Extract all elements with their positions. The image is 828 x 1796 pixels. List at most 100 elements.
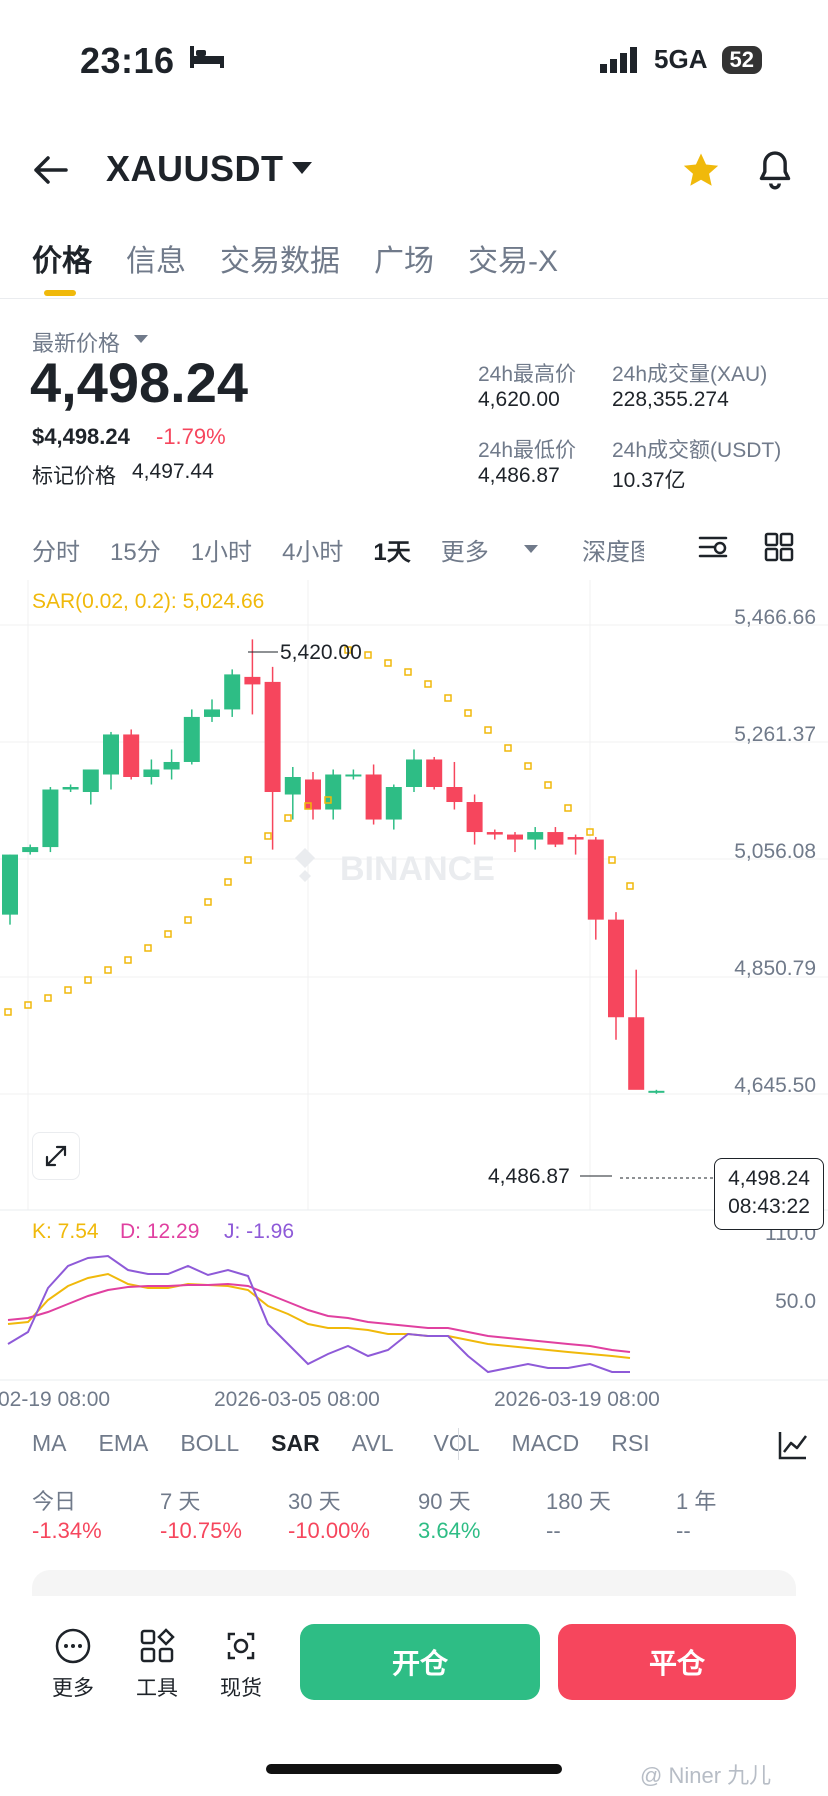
volume-24h-label: 24h成交量(XAU): [612, 363, 768, 386]
candles: [2, 639, 665, 1094]
perf-label: 今日: [32, 1489, 77, 1514]
x-tick-label: 02-19 08:00: [0, 1388, 110, 1410]
indicator-ma[interactable]: MA: [32, 1430, 67, 1456]
y-tick-label: 4,850.79: [734, 957, 816, 980]
tab-square[interactable]: 广场: [374, 245, 434, 278]
candle: [486, 829, 503, 840]
candle: [325, 769, 342, 820]
battery-indicator: 52: [721, 45, 762, 74]
indicator-rsi[interactable]: RSI: [611, 1430, 650, 1456]
sar-dot: [24, 1001, 32, 1009]
pair-dropdown-icon[interactable]: [292, 162, 312, 174]
high-marker: 5,420.00: [280, 641, 362, 664]
mark-price-value: 4,497.44: [132, 460, 214, 483]
current-price-tag: 4,498.24 08:43:22: [714, 1158, 824, 1230]
sar-dot: [586, 828, 594, 836]
perf-label: 180 天: [546, 1489, 611, 1514]
indicator-boll[interactable]: BOLL: [180, 1430, 240, 1456]
low-24h-value: 4,486.87: [478, 464, 560, 487]
candle: [2, 854, 18, 925]
sar-dot: [104, 966, 112, 974]
candle: [547, 827, 564, 848]
candle: [466, 794, 483, 845]
indicator-vol[interactable]: VOL: [433, 1430, 480, 1456]
candle: [123, 729, 140, 780]
active-tab-indicator: [44, 290, 76, 296]
perf-value: --: [546, 1518, 561, 1543]
interval-more[interactable]: 更多: [440, 539, 489, 566]
chevron-down-icon[interactable]: [134, 335, 148, 343]
candle: [345, 769, 362, 780]
y-tick-label: 5,261.37: [734, 723, 816, 746]
perf-label: 7 天: [160, 1489, 201, 1514]
back-arrow-icon[interactable]: [30, 150, 70, 190]
y-axis: 5,466.66 5,261.37 5,056.08 4,850.79 4,645.50: [734, 606, 816, 1097]
candle: [204, 699, 220, 722]
nav-more[interactable]: 更多: [38, 1626, 108, 1702]
sar-dot: [404, 668, 412, 676]
perf-value: -10.75%: [160, 1518, 242, 1543]
sar-dot: [204, 898, 212, 906]
bell-icon[interactable]: [754, 148, 796, 192]
sar-dot: [324, 796, 332, 804]
chart-settings-icon[interactable]: [696, 530, 730, 564]
interval-time[interactable]: 分时: [32, 539, 80, 566]
candle: [284, 766, 301, 820]
last-price-label[interactable]: 最新价格: [32, 331, 121, 356]
nav-tools[interactable]: 工具: [122, 1626, 192, 1702]
amount-24h-label: 24h成交额(USDT): [612, 439, 782, 462]
interval-15m[interactable]: 15分: [110, 539, 161, 566]
tab-trade-x[interactable]: 交易-X: [468, 245, 558, 278]
last-price: 4,498.24: [30, 351, 248, 414]
close-position-button[interactable]: 平仓: [558, 1624, 796, 1700]
candle: [143, 759, 160, 785]
depth-chart-tab[interactable]: 深度图: [582, 539, 644, 566]
sar-dot: [504, 744, 512, 752]
candle: [224, 669, 241, 717]
interval-1d[interactable]: 1天: [373, 539, 411, 566]
sar-dot: [244, 856, 252, 864]
interval-1h[interactable]: 1小时: [190, 539, 253, 566]
expand-chart-icon[interactable]: [32, 1132, 80, 1180]
candle: [305, 771, 321, 820]
indicator-avl[interactable]: AVL: [351, 1430, 394, 1456]
binance-watermark: BINANCE: [295, 848, 495, 888]
candle: [183, 709, 200, 765]
tab-info[interactable]: 信息: [126, 245, 186, 278]
indicator-macd[interactable]: MACD: [511, 1430, 580, 1456]
sar-dot: [464, 709, 472, 717]
indicator-sar[interactable]: SAR: [271, 1430, 320, 1456]
chevron-down-icon[interactable]: [524, 545, 538, 553]
indicator-tabs: MA EMA BOLL SAR AVL VOL MACD RSI: [32, 1430, 682, 1457]
perf-value: -10.00%: [288, 1518, 370, 1543]
sar-dot: [84, 976, 92, 984]
indicator-settings-icon[interactable]: [776, 1428, 810, 1462]
candle: [163, 749, 180, 780]
price-chart[interactable]: BINANCE 5,466.66 5,261.37 5,056.08 4,850.79…: [0, 580, 828, 1410]
tag-price: 4,498.24: [728, 1167, 810, 1190]
nav-spot[interactable]: 现货: [206, 1626, 276, 1702]
candle: [62, 784, 79, 793]
usd-price: $4,498.24: [32, 424, 130, 449]
favorite-star-icon[interactable]: [680, 150, 722, 192]
indicator-ema[interactable]: EMA: [98, 1430, 149, 1456]
status-time: 23:16: [80, 40, 175, 81]
grid-layout-icon[interactable]: [762, 530, 796, 564]
spot-icon: [227, 1632, 255, 1660]
candle: [608, 912, 624, 1040]
home-indicator[interactable]: [266, 1764, 562, 1774]
sar-dot: [44, 994, 52, 1002]
pair-symbol[interactable]: XAUUSDT: [106, 148, 284, 189]
sar-dot: [608, 856, 616, 864]
candle: [22, 844, 39, 855]
candle: [82, 769, 99, 805]
perf-value: --: [676, 1518, 691, 1543]
sar-dot: [64, 986, 72, 994]
tab-price[interactable]: 价格: [32, 245, 92, 278]
volume-24h-value: 228,355.274: [612, 388, 729, 411]
sar-dot: [344, 646, 352, 654]
tab-trading-data[interactable]: 交易数据: [220, 245, 340, 278]
low-marker: 4,486.87: [488, 1165, 570, 1188]
interval-4h[interactable]: 4小时: [282, 539, 344, 566]
open-position-button[interactable]: 开仓: [300, 1624, 540, 1700]
